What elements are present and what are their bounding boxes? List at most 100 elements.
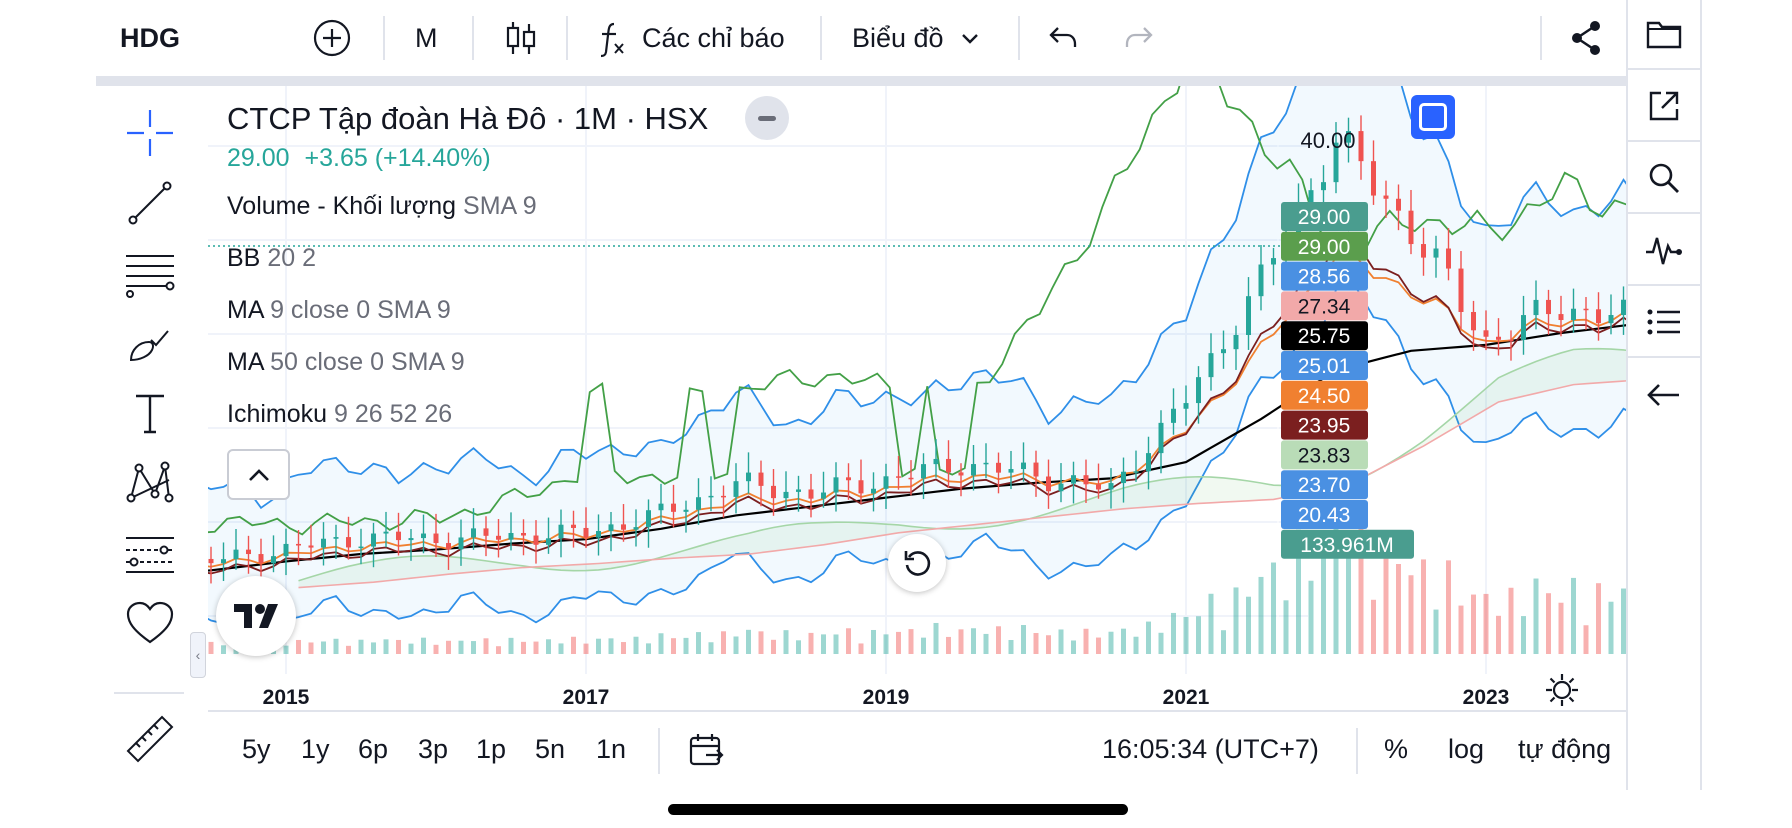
volume-bar xyxy=(1046,635,1051,654)
candle-body xyxy=(1471,311,1476,331)
volume-bar xyxy=(633,636,639,654)
add-compare-button[interactable] xyxy=(312,12,352,64)
volume-bar xyxy=(1446,560,1451,654)
pattern-tool[interactable] xyxy=(112,454,187,512)
candle-body xyxy=(1108,483,1114,490)
volume-bar xyxy=(746,629,751,654)
candle-body xyxy=(1146,453,1151,472)
volume-bar xyxy=(1058,629,1064,654)
candle-body xyxy=(1371,161,1376,196)
chart-type-menu[interactable]: Biểu đồ xyxy=(852,12,984,64)
volume-bar xyxy=(983,633,989,654)
candle-body xyxy=(1508,339,1514,342)
text-tool[interactable] xyxy=(112,384,187,442)
settings-button[interactable] xyxy=(1544,672,1580,708)
clock-timezone[interactable]: 16:05:34 (UTC+7) xyxy=(1102,734,1319,764)
top-toolbar: HDG M Các chỉ báo Biểu đồ xyxy=(0,0,1792,76)
range-5y[interactable]: 5y xyxy=(242,734,271,764)
volume-bar xyxy=(1208,593,1214,654)
legend-ma50[interactable]: MA 50 close 0 SMA 9 xyxy=(227,348,465,376)
bb-upper-line xyxy=(208,86,1626,510)
back-button[interactable] xyxy=(1628,360,1700,430)
pulse-button[interactable] xyxy=(1628,216,1700,286)
candle-body xyxy=(321,538,326,548)
fullscreen-button[interactable] xyxy=(1411,95,1455,139)
candle-body xyxy=(1008,469,1014,473)
candle-body xyxy=(1321,182,1326,191)
range-5d[interactable]: 5n xyxy=(535,734,566,764)
interval-button[interactable]: M xyxy=(415,22,438,53)
range-1m[interactable]: 1p xyxy=(476,734,507,764)
legend-ichimoku[interactable]: Ichimoku 9 26 52 26 xyxy=(227,400,453,428)
price-tag-label: 133.961M xyxy=(1300,534,1393,557)
share-button[interactable] xyxy=(1568,12,1604,64)
range-1d[interactable]: 1n xyxy=(596,734,627,764)
fib-tool[interactable] xyxy=(112,244,187,302)
volume-bar xyxy=(508,637,514,654)
redo-button[interactable] xyxy=(1120,12,1156,64)
folder-button[interactable] xyxy=(1628,0,1700,70)
auto-toggle[interactable]: tự động xyxy=(1518,734,1612,764)
external-link-icon xyxy=(1649,91,1679,121)
hide-legend-button[interactable] xyxy=(745,96,789,140)
function-icon xyxy=(600,22,624,58)
volume-bar xyxy=(1033,633,1039,654)
price-tag-label: 25.75 xyxy=(1298,325,1351,348)
bb-lower-line xyxy=(208,274,1626,639)
undo-button[interactable] xyxy=(1046,12,1082,64)
candle-body xyxy=(1033,462,1039,477)
left-scroll-handle[interactable]: ‹ xyxy=(190,632,206,678)
volume-bar xyxy=(583,643,589,654)
brush-tool[interactable] xyxy=(112,314,187,372)
volume-bar xyxy=(1521,616,1526,654)
indicators-button[interactable]: Các chỉ báo xyxy=(596,12,785,64)
search-button[interactable] xyxy=(1628,144,1700,214)
legend-ma9[interactable]: MA 9 close 0 SMA 9 xyxy=(227,296,451,324)
volume-bar xyxy=(546,639,551,654)
measure-tool[interactable] xyxy=(112,710,187,768)
reset-chart-button[interactable] xyxy=(888,534,946,592)
candle-body xyxy=(946,458,951,473)
time-axis-label: 2019 xyxy=(863,686,910,709)
price-tag-box xyxy=(1281,231,1368,261)
range-1y[interactable]: 1y xyxy=(301,734,330,764)
candle-body xyxy=(821,492,826,499)
candle-body xyxy=(571,524,576,528)
volume-bar xyxy=(1021,625,1026,654)
legend-bb[interactable]: BB 20 2 xyxy=(227,244,316,272)
candle-body xyxy=(846,477,851,481)
range-3m[interactable]: 3p xyxy=(418,734,449,764)
candle-body xyxy=(333,537,339,539)
list-icon xyxy=(1647,309,1680,335)
percent-toggle[interactable]: % xyxy=(1384,734,1409,764)
chart-area[interactable]: 40.00 29.00 29.00 28.56 27.34 25.75 25.01 24.50… xyxy=(208,86,1626,776)
projection-tool[interactable] xyxy=(112,524,187,582)
volume-bar xyxy=(758,631,764,654)
chart-canvas[interactable]: 40.00 29.00 29.00 28.56 27.34 25.75 25.01 24.50… xyxy=(208,86,1626,710)
trend-line-tool[interactable] xyxy=(112,174,187,232)
sun-settings-icon xyxy=(1546,674,1578,706)
candle-body xyxy=(971,464,976,476)
log-toggle[interactable]: log xyxy=(1448,734,1485,764)
crosshair-tool[interactable] xyxy=(112,104,187,162)
candle-body xyxy=(296,543,301,546)
volume-bar xyxy=(671,638,676,654)
volume-bar xyxy=(621,642,626,654)
symbol-button[interactable]: HDG xyxy=(120,22,180,53)
candle-body xyxy=(1546,299,1551,315)
chart-style-button[interactable] xyxy=(504,12,538,64)
legend-volume[interactable]: Volume - Khối lượng SMA 9 xyxy=(227,192,537,220)
chevron-up-icon xyxy=(248,468,269,481)
candle-body xyxy=(721,495,726,498)
volume-bar xyxy=(471,641,476,654)
collapse-legend-button[interactable] xyxy=(227,449,290,500)
candle-body xyxy=(246,549,251,555)
open-new-window-button[interactable] xyxy=(1628,72,1700,142)
goto-date-button[interactable] xyxy=(688,732,726,775)
ichimoku-span-b xyxy=(298,380,1626,589)
favorites-tool[interactable] xyxy=(112,594,187,652)
range-6m[interactable]: 6p xyxy=(358,734,389,764)
watchlist-button[interactable] xyxy=(1628,288,1700,358)
candle-body xyxy=(1058,483,1064,492)
candle-body xyxy=(446,543,451,550)
